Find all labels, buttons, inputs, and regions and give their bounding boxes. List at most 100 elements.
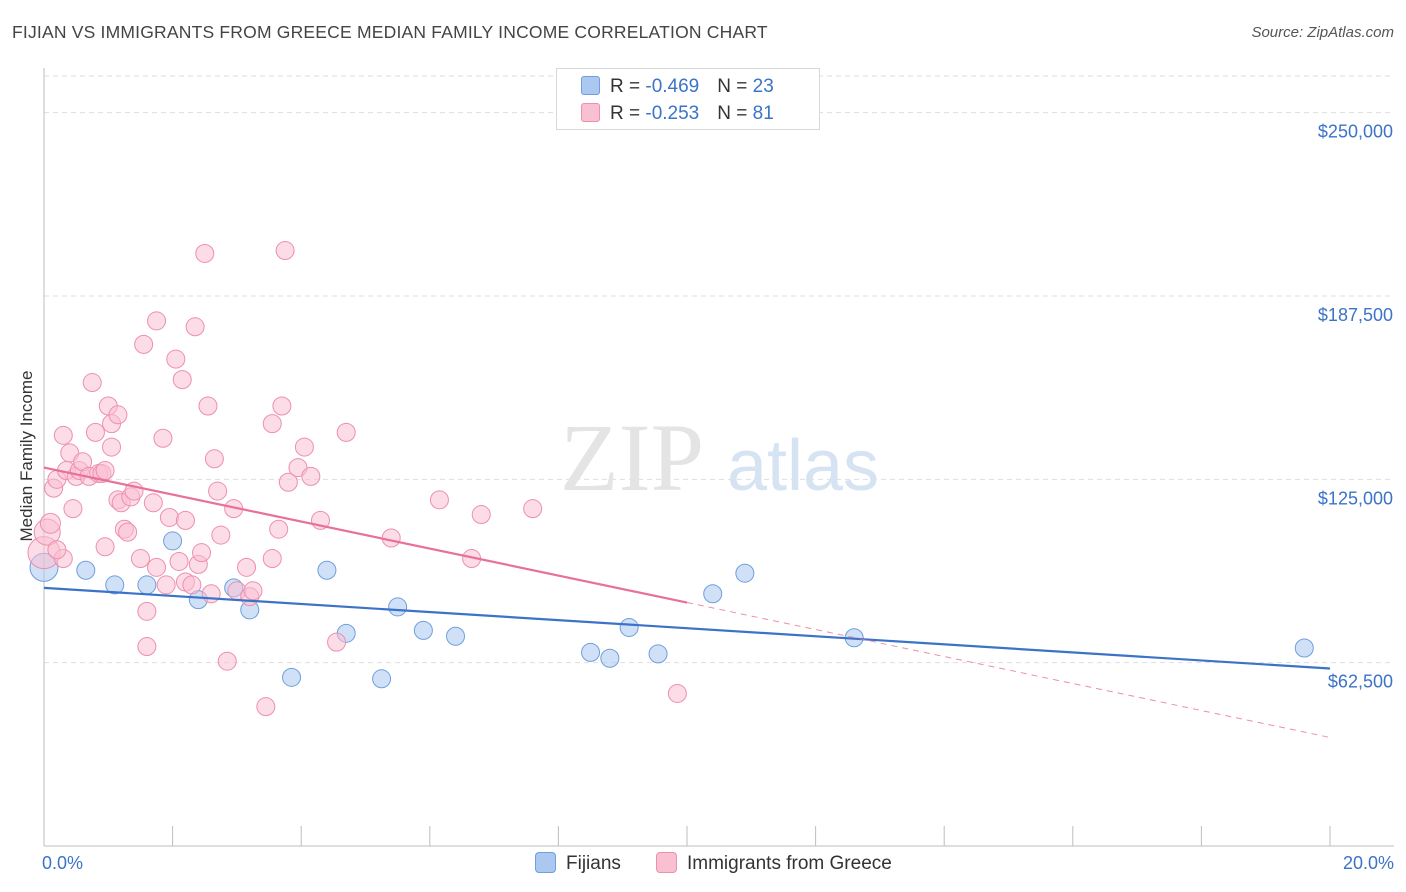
greece-point — [147, 557, 167, 577]
greece-point — [217, 651, 237, 671]
greece-point — [243, 581, 263, 601]
fijian-point — [703, 584, 723, 604]
greece-point — [195, 243, 215, 263]
greece-point — [118, 522, 138, 542]
legend-swatch-fijians — [535, 852, 556, 873]
watermark-zip: ZIP — [560, 404, 704, 511]
greece-point — [172, 370, 192, 390]
points-layer — [27, 241, 1314, 717]
fijian-point — [600, 648, 620, 668]
legend-r-value: -0.469 — [645, 76, 700, 97]
legend-row-fijians: R = -0.469 N = 23 — [581, 76, 774, 98]
greece-point — [523, 499, 543, 519]
greece-point — [278, 472, 298, 492]
source-label: Source: ZipAtlas.com — [1251, 24, 1394, 41]
greece-point — [134, 334, 154, 354]
greece-point — [269, 519, 289, 539]
fijian-point — [137, 575, 157, 595]
greece-point — [166, 349, 186, 369]
watermark-atlas: atlas — [727, 426, 879, 506]
series-legend: Fijians Immigrants from Greece — [0, 852, 1406, 876]
fijian-point — [76, 560, 96, 580]
fijian-point — [735, 563, 755, 583]
greece-point — [53, 425, 73, 445]
greece-point — [327, 632, 347, 652]
fijian-point — [648, 644, 668, 664]
x-tick-label: 20.0% — [1343, 853, 1394, 873]
legend-n-value: 23 — [752, 76, 774, 97]
greece-point — [102, 437, 122, 457]
legend-n-label: N = — [717, 103, 753, 124]
legend-swatch-fijians — [581, 76, 600, 95]
greece-point — [39, 512, 61, 534]
fijian-point — [105, 575, 125, 595]
legend-n-label: N = — [717, 76, 753, 97]
legend-row-greece: R = -0.253 N = 81 — [581, 103, 774, 125]
greece-point — [192, 543, 212, 563]
fijian-point — [1294, 638, 1314, 658]
legend-item-greece[interactable]: Immigrants from Greece — [656, 852, 892, 875]
greece-point — [667, 683, 687, 703]
greece-point — [137, 601, 157, 621]
greece-point — [137, 637, 157, 657]
y-axis-label: Median Family Income — [17, 370, 36, 541]
greece-trend-extension — [686, 602, 1331, 738]
greece-point — [153, 428, 173, 448]
axis-layer: $62,500 $125,000 $187,500 $250,000 0.0% 20.0% — [42, 68, 1394, 873]
greece-point — [108, 405, 128, 425]
greece-point — [262, 549, 282, 569]
fijian-point — [163, 531, 183, 551]
fijian-trend-line — [43, 586, 1331, 670]
watermark: ZIP atlas — [560, 404, 879, 511]
fijian-point — [372, 669, 392, 689]
greece-point — [294, 437, 314, 457]
greece-point — [336, 422, 356, 442]
greece-point — [175, 510, 195, 530]
fijian-point — [282, 667, 302, 687]
greece-point — [82, 373, 102, 393]
greece-point — [156, 575, 176, 595]
fijian-point — [446, 626, 466, 646]
greece-point — [198, 396, 218, 416]
legend-swatch-greece — [581, 103, 600, 122]
greece-point — [272, 396, 292, 416]
greece-point — [47, 540, 67, 560]
greece-point — [95, 461, 115, 481]
greece-point — [143, 493, 163, 513]
trend-layer — [43, 466, 1331, 738]
greece-point — [275, 241, 295, 261]
greece-point — [237, 557, 257, 577]
greece-point — [185, 317, 205, 337]
legend-label-fijians: Fijians — [566, 853, 621, 874]
greece-point — [201, 584, 221, 604]
legend-item-fijians[interactable]: Fijians — [535, 852, 621, 875]
greece-point — [429, 490, 449, 510]
y-tick-label: $125,000 — [1318, 488, 1393, 508]
fijian-point — [619, 617, 639, 637]
greece-point — [63, 499, 83, 519]
fijian-point — [413, 620, 433, 640]
legend-swatch-greece — [656, 852, 677, 873]
legend-r-value: -0.253 — [645, 103, 700, 124]
greece-point — [95, 537, 115, 557]
fijian-point — [317, 560, 337, 580]
greece-point — [159, 507, 179, 527]
greece-point — [381, 528, 401, 548]
greece-point — [182, 575, 202, 595]
correlation-legend: R = -0.469 N = 23 R = -0.253 N = 81 — [556, 68, 820, 130]
y-tick-label: $62,500 — [1328, 672, 1393, 692]
greece-point — [301, 466, 321, 486]
greece-point — [85, 422, 105, 442]
greece-point — [211, 525, 231, 545]
x-tick-label: 0.0% — [42, 853, 83, 873]
y-tick-label: $187,500 — [1318, 305, 1393, 325]
greece-point — [256, 697, 276, 717]
greece-point — [147, 311, 167, 331]
y-tick-label: $250,000 — [1318, 122, 1393, 142]
greece-point — [204, 449, 224, 469]
greece-point — [262, 414, 282, 434]
legend-r-label: R = — [610, 103, 646, 124]
greece-trend-line — [43, 466, 688, 604]
fijian-point — [581, 642, 601, 662]
greece-point — [169, 551, 189, 571]
